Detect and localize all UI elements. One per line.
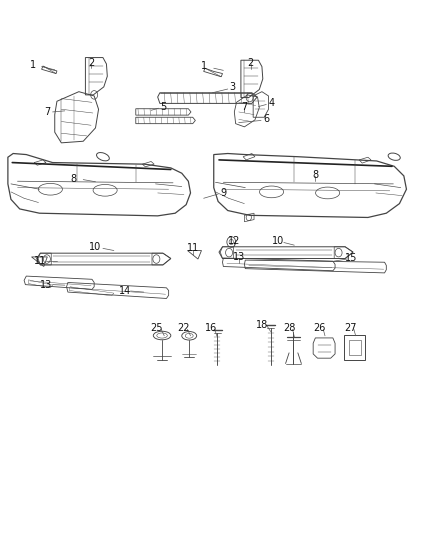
Text: 6: 6 <box>263 115 269 124</box>
Text: 27: 27 <box>344 324 357 333</box>
Text: 8: 8 <box>71 174 77 183</box>
Text: 22: 22 <box>177 324 189 333</box>
Text: 4: 4 <box>268 99 275 108</box>
Text: 15: 15 <box>345 253 357 263</box>
Text: 7: 7 <box>241 102 247 111</box>
Text: 13: 13 <box>40 280 52 289</box>
Text: 12: 12 <box>228 236 240 246</box>
Text: 16: 16 <box>205 324 217 333</box>
Text: 9: 9 <box>220 188 226 198</box>
Text: 25: 25 <box>151 324 163 333</box>
Text: 11: 11 <box>34 256 46 266</box>
Text: 2: 2 <box>88 58 94 68</box>
Text: 18: 18 <box>256 320 268 330</box>
Text: 10: 10 <box>89 243 102 252</box>
Text: 14: 14 <box>119 286 131 296</box>
Text: 10: 10 <box>272 237 284 246</box>
Text: 5: 5 <box>160 102 166 111</box>
Text: 26: 26 <box>314 324 326 333</box>
Text: 13: 13 <box>233 252 245 262</box>
Text: 2: 2 <box>247 58 254 68</box>
Text: 28: 28 <box>283 324 295 333</box>
Text: 11: 11 <box>187 244 199 253</box>
Text: 8: 8 <box>312 170 318 180</box>
Text: 1: 1 <box>201 61 207 71</box>
Text: 1: 1 <box>30 60 36 70</box>
Text: 3: 3 <box>229 83 235 92</box>
Text: 7: 7 <box>44 107 50 117</box>
